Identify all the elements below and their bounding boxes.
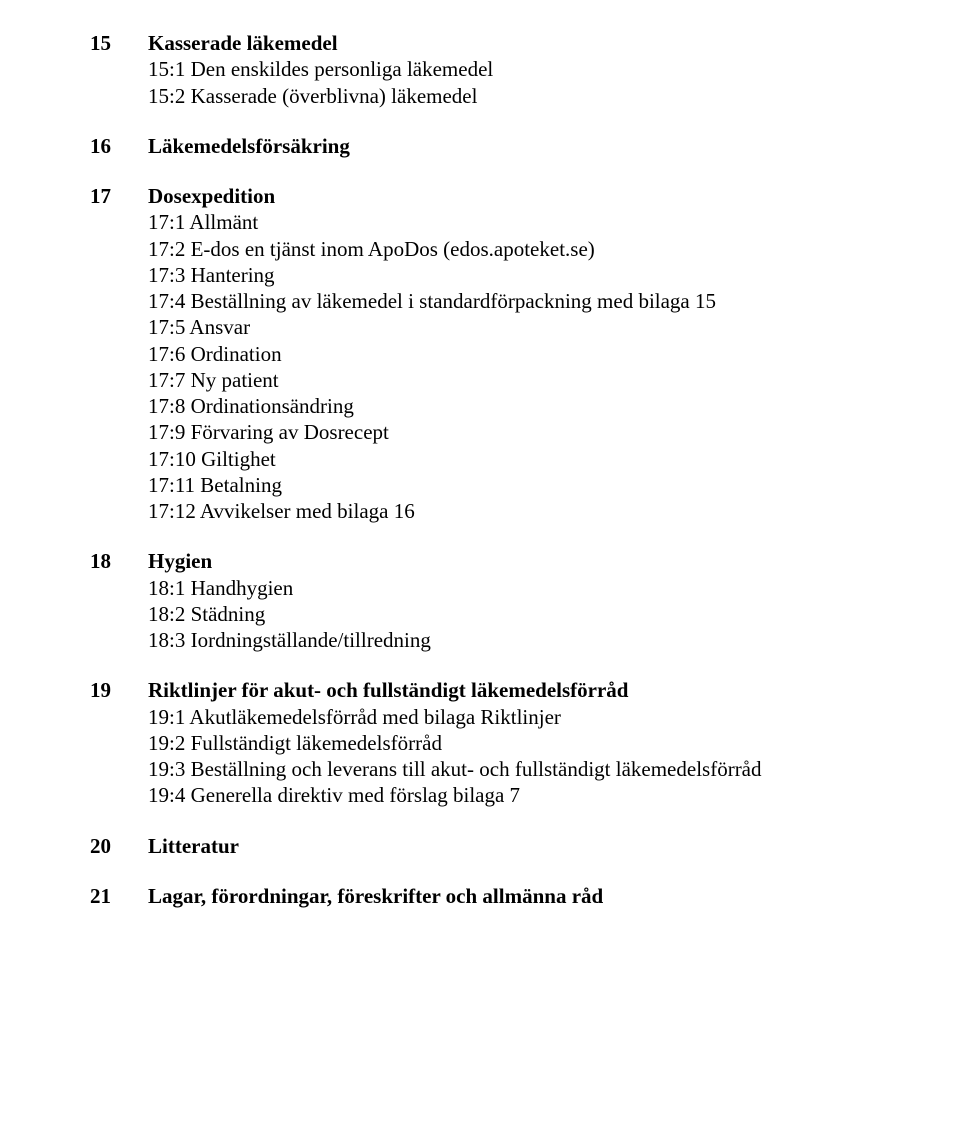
toc-section: 17 Dosexpedition 17:1 Allmänt 17:2 E-dos…	[90, 183, 960, 524]
toc-title-row: 20 Litteratur	[90, 833, 960, 859]
toc-section: 20 Litteratur	[90, 833, 960, 859]
toc-section: 21 Lagar, förordningar, föreskrifter och…	[90, 883, 960, 909]
sub-item: 17:10 Giltighet	[148, 446, 960, 472]
sub-item: 18:3 Iordningställande/tillredning	[148, 627, 960, 653]
sub-item: 17:12 Avvikelser med bilaga 16	[148, 498, 960, 524]
sub-item: 18:2 Städning	[148, 601, 960, 627]
sub-item: 17:2 E-dos en tjänst inom ApoDos (edos.a…	[148, 236, 960, 262]
sub-item: 19:2 Fullständigt läkemedelsförråd	[148, 730, 960, 756]
section-number: 16	[90, 133, 148, 159]
toc-title-row: 21 Lagar, förordningar, föreskrifter och…	[90, 883, 960, 909]
toc-section: 16 Läkemedelsförsäkring	[90, 133, 960, 159]
section-number: 17	[90, 183, 148, 209]
section-number: 20	[90, 833, 148, 859]
toc-subs-row: 15:1 Den enskildes personliga läkemedel …	[90, 56, 960, 109]
section-title: Dosexpedition	[148, 183, 960, 209]
toc-title-row: 17 Dosexpedition	[90, 183, 960, 209]
section-title: Hygien	[148, 548, 960, 574]
section-number: 15	[90, 30, 148, 56]
section-subs: 15:1 Den enskildes personliga läkemedel …	[148, 56, 960, 109]
toc-section: 15 Kasserade läkemedel 15:1 Den enskilde…	[90, 30, 960, 109]
sub-item: 17:1 Allmänt	[148, 209, 960, 235]
sub-item: 15:2 Kasserade (överblivna) läkemedel	[148, 83, 960, 109]
section-title: Lagar, förordningar, föreskrifter och al…	[148, 883, 960, 909]
sub-item: 19:3 Beställning och leverans till akut-…	[148, 756, 960, 782]
toc-section: 18 Hygien 18:1 Handhygien 18:2 Städning …	[90, 548, 960, 653]
toc-title-row: 19 Riktlinjer för akut- och fullständigt…	[90, 677, 960, 703]
section-subs: 17:1 Allmänt 17:2 E-dos en tjänst inom A…	[148, 209, 960, 524]
sub-item: 17:6 Ordination	[148, 341, 960, 367]
toc-title-row: 15 Kasserade läkemedel	[90, 30, 960, 56]
sub-item: 17:7 Ny patient	[148, 367, 960, 393]
section-number: 18	[90, 548, 148, 574]
section-number: 21	[90, 883, 148, 909]
sub-item: 19:1 Akutläkemedelsförråd med bilaga Rik…	[148, 704, 960, 730]
section-subs: 18:1 Handhygien 18:2 Städning 18:3 Iordn…	[148, 575, 960, 654]
sub-item: 17:8 Ordinationsändring	[148, 393, 960, 419]
sub-item: 17:11 Betalning	[148, 472, 960, 498]
sub-item: 17:5 Ansvar	[148, 314, 960, 340]
sub-item: 17:3 Hantering	[148, 262, 960, 288]
sub-item: 17:4 Beställning av läkemedel i standard…	[148, 288, 960, 314]
toc-subs-row: 18:1 Handhygien 18:2 Städning 18:3 Iordn…	[90, 575, 960, 654]
toc-section: 19 Riktlinjer för akut- och fullständigt…	[90, 677, 960, 808]
section-title: Riktlinjer för akut- och fullständigt lä…	[148, 677, 960, 703]
toc-subs-row: 17:1 Allmänt 17:2 E-dos en tjänst inom A…	[90, 209, 960, 524]
toc-title-row: 18 Hygien	[90, 548, 960, 574]
sub-item: 18:1 Handhygien	[148, 575, 960, 601]
section-number: 19	[90, 677, 148, 703]
sub-item: 19:4 Generella direktiv med förslag bila…	[148, 782, 960, 808]
toc-title-row: 16 Läkemedelsförsäkring	[90, 133, 960, 159]
toc-subs-row: 19:1 Akutläkemedelsförråd med bilaga Rik…	[90, 704, 960, 809]
section-title: Litteratur	[148, 833, 960, 859]
section-title: Läkemedelsförsäkring	[148, 133, 960, 159]
section-title: Kasserade läkemedel	[148, 30, 960, 56]
sub-item: 17:9 Förvaring av Dosrecept	[148, 419, 960, 445]
sub-item: 15:1 Den enskildes personliga läkemedel	[148, 56, 960, 82]
section-subs: 19:1 Akutläkemedelsförråd med bilaga Rik…	[148, 704, 960, 809]
